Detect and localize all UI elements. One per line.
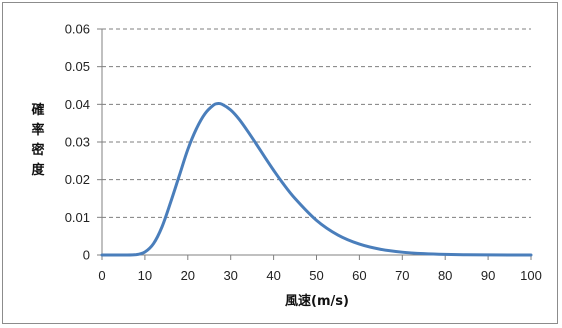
- x-tick-label: 50: [309, 268, 323, 283]
- x-axis-title: 風速(m/s): [285, 293, 349, 309]
- y-axis-title-char: 度: [31, 162, 45, 178]
- x-tick-label: 60: [352, 268, 366, 283]
- axes: [97, 28, 532, 260]
- x-tick-label: 100: [520, 268, 542, 283]
- y-tick-label: 0: [83, 248, 90, 263]
- x-tick-label: 20: [181, 268, 195, 283]
- x-tick-label: 10: [138, 268, 152, 283]
- x-tick-label: 90: [481, 268, 495, 283]
- y-axis-title-char: 率: [31, 122, 44, 138]
- x-tick-label: 70: [395, 268, 409, 283]
- x-tick-label: 40: [266, 268, 280, 283]
- y-tick-label: 0.06: [65, 22, 90, 37]
- y-tick-label: 0.04: [65, 97, 90, 112]
- tick-labels: 0 0.01 0.02 0.03 0.04 0.05 0.06 0 10 20 30 40 50 60 70…: [65, 22, 542, 284]
- y-tick-label: 0.05: [65, 59, 90, 74]
- series-layer: [100, 101, 533, 257]
- y-axis-title-char: 確: [31, 102, 44, 118]
- y-tick-label: 0.03: [65, 135, 90, 150]
- chart-area: [2, 2, 558, 324]
- x-tick-label: 30: [223, 268, 237, 283]
- y-axis-title: 確率密度: [30, 102, 45, 178]
- x-tick-label: 80: [438, 268, 452, 283]
- gridlines: [102, 28, 531, 218]
- x-tick-label: 0: [98, 268, 105, 283]
- y-tick-label: 0.01: [65, 210, 90, 225]
- series-line: [100, 101, 533, 257]
- y-axis-title-char: 密: [30, 142, 44, 158]
- y-tick-label: 0.02: [65, 172, 90, 187]
